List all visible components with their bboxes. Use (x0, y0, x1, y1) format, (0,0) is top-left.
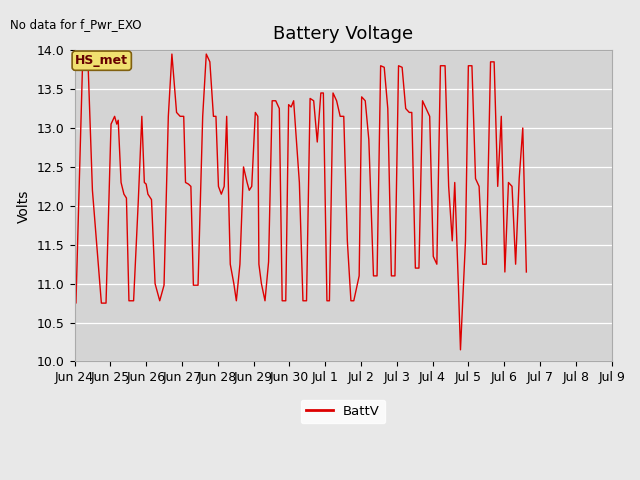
Text: HS_met: HS_met (76, 54, 128, 67)
Text: No data for f_Pwr_EXO: No data for f_Pwr_EXO (10, 19, 141, 32)
Y-axis label: Volts: Volts (17, 189, 31, 223)
Title: Battery Voltage: Battery Voltage (273, 25, 413, 43)
Legend: BattV: BattV (301, 400, 385, 423)
